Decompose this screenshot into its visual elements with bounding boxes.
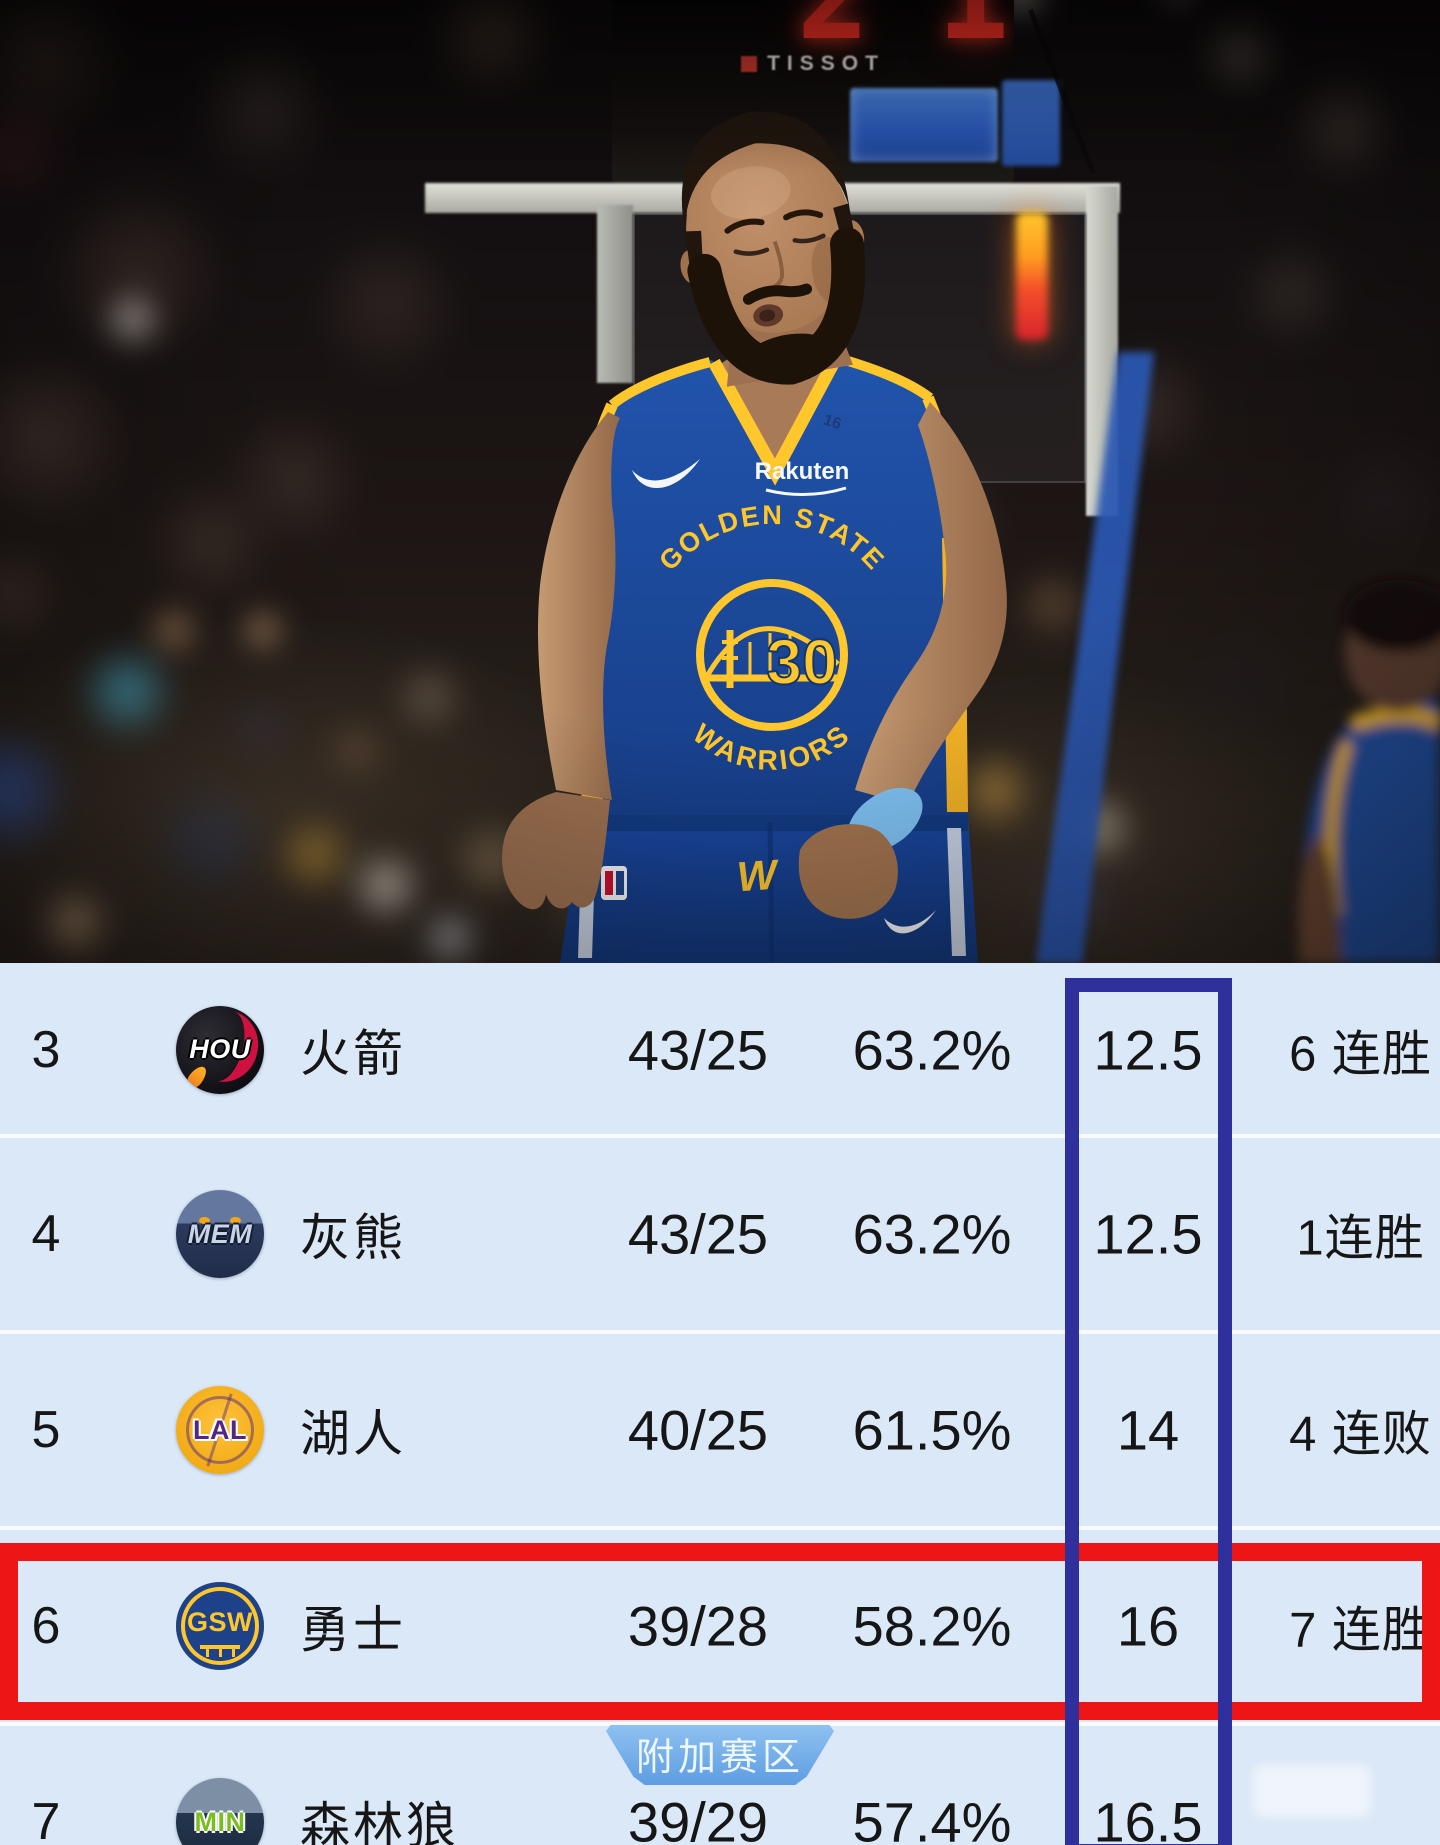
team-name-cell: 灰熊: [300, 1210, 406, 1266]
games-behind-highlight-box: [1065, 978, 1232, 1845]
nba-logo-patch: [601, 866, 627, 900]
win-pct-cell: 57.4%: [852, 1790, 1012, 1845]
rank-cell: 5: [31, 1401, 61, 1459]
standings-table: 3 HOU 火箭 43/25 63.2% 12.5 6 连胜 4 MEM 灰熊 …: [0, 963, 1440, 1845]
table-row-timberwolves[interactable]: 7 MIN 森林狼 39/29 57.4% 16.5: [0, 1724, 1440, 1845]
jersey-sponsor: Rakuten: [755, 458, 850, 485]
background-player: [1298, 580, 1440, 963]
team-logo-warriors: GSW: [176, 1582, 264, 1670]
row-divider: [0, 1526, 1440, 1530]
blurred-watermark-patch: [1253, 1765, 1371, 1817]
playin-zone-ribbon: 附加赛区: [606, 1725, 834, 1785]
row-divider: [0, 1330, 1440, 1334]
team-name-cell: 森林狼: [300, 1798, 459, 1845]
left-arm: [502, 412, 620, 910]
games-behind-cell: 12.5: [1093, 1202, 1203, 1266]
rank-cell: 4: [31, 1205, 61, 1263]
rank-cell: 3: [31, 1020, 61, 1079]
rank-cell: 7: [31, 1793, 61, 1845]
arena-photo: 2 1 TISSOT: [0, 0, 1440, 963]
streak-cell: 6 连胜: [1289, 1027, 1432, 1081]
table-row-lakers[interactable]: 5 LAL 湖人 40/25 61.5% 14 4 连败: [0, 1332, 1440, 1528]
team-logo-lakers: LAL: [176, 1386, 264, 1474]
record-cell: 43/25: [627, 1202, 769, 1266]
team-name-cell: 勇士: [300, 1602, 406, 1658]
team-name-cell: 湖人: [300, 1406, 406, 1462]
win-pct-cell: 58.2%: [852, 1594, 1012, 1658]
team-logo-grizzlies: MEM: [176, 1190, 264, 1278]
team-abbr: LAL: [193, 1414, 247, 1445]
win-pct-cell: 61.5%: [852, 1398, 1012, 1462]
record-cell: 39/28: [627, 1594, 769, 1658]
games-behind-cell: 12.5: [1093, 1018, 1203, 1081]
record-cell: 39/29: [627, 1790, 769, 1845]
table-row-rockets[interactable]: 3 HOU 火箭 43/25 63.2% 12.5 6 连胜: [0, 963, 1440, 1136]
playin-zone-label: 附加赛区: [635, 1736, 804, 1779]
hoop-stanchion: [1036, 352, 1154, 963]
record-cell: 43/25: [627, 1018, 769, 1081]
games-behind-cell: 14: [1116, 1398, 1180, 1462]
team-logo-timberwolves: MIN: [176, 1778, 264, 1845]
games-behind-cell: 16.5: [1093, 1790, 1203, 1845]
streak-cell: 1连胜: [1296, 1211, 1425, 1266]
row-divider: [0, 1722, 1440, 1726]
streak-cell: 7 连胜: [1289, 1603, 1432, 1658]
team-logo-rockets: HOU: [176, 1005, 264, 1094]
team-abbr: MIN: [194, 1806, 246, 1837]
team-abbr: HOU: [189, 1034, 251, 1064]
warriors-highlight-box: [0, 1543, 1440, 1720]
jersey-number: 30: [766, 626, 837, 698]
win-pct-cell: 63.2%: [852, 1018, 1012, 1081]
win-pct-cell: 63.2%: [852, 1202, 1012, 1266]
row-divider: [0, 1134, 1440, 1138]
streak-cell: 4 连败: [1289, 1407, 1432, 1462]
table-row-warriors[interactable]: 6 GSW 勇士 39/28 58.2% 16 7 连胜: [0, 1528, 1440, 1724]
shorts: W: [560, 815, 978, 963]
games-behind-cell: 16: [1116, 1594, 1180, 1658]
rank-cell: 6: [31, 1597, 61, 1655]
shorts-monogram: W: [735, 850, 781, 900]
team-name-cell: 火箭: [300, 1025, 406, 1082]
curry-figure: 16 Rakuten GOLDEN STATE: [502, 111, 1007, 963]
team-abbr: MEM: [187, 1218, 253, 1249]
players-illustration: 16 Rakuten GOLDEN STATE: [502, 111, 1440, 963]
team-abbr: GSW: [187, 1606, 253, 1637]
record-cell: 40/25: [627, 1398, 769, 1462]
curry-head: [680, 111, 866, 387]
table-row-grizzlies[interactable]: 4 MEM 灰熊 43/25 63.2% 12.5 1连胜: [0, 1136, 1440, 1332]
